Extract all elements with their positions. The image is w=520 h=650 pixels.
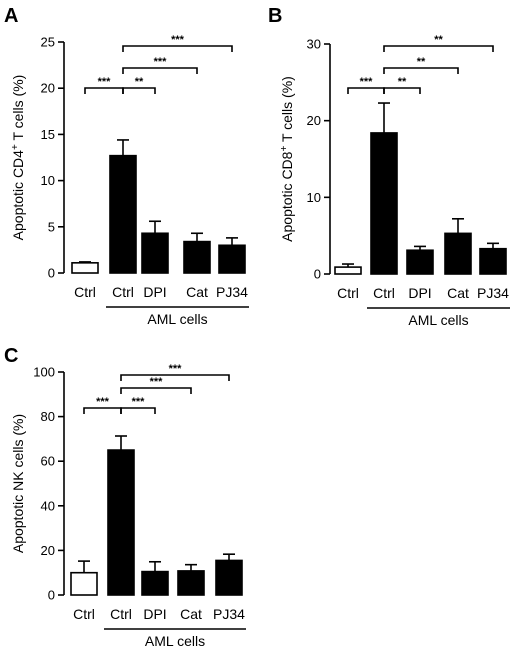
significance-label: *** xyxy=(171,34,185,46)
x-tick-label: Ctrl xyxy=(112,284,134,300)
y-axis-label: Apoptotic CD4+ T cells (%) xyxy=(10,75,27,241)
x-tick-label: PJ34 xyxy=(216,284,248,300)
significance-label: *** xyxy=(98,76,112,88)
bar xyxy=(479,247,507,275)
y-tick-label: 20 xyxy=(307,113,321,128)
significance-label: ** xyxy=(398,76,407,88)
x-tick-label: Cat xyxy=(180,606,202,622)
y-tick-label: 25 xyxy=(41,35,55,50)
bar xyxy=(370,132,398,275)
significance-label: *** xyxy=(150,376,164,388)
group-label: AML cells xyxy=(408,312,468,328)
bar xyxy=(141,232,169,274)
x-tick-label: Ctrl xyxy=(337,285,359,301)
x-tick-label: Cat xyxy=(186,284,208,300)
y-tick-label: 20 xyxy=(41,543,55,558)
y-tick-label: 10 xyxy=(41,173,55,188)
significance-label: *** xyxy=(169,363,183,375)
x-tick-label: PJ34 xyxy=(477,285,509,301)
significance-label: ** xyxy=(417,56,426,68)
y-tick-label: 15 xyxy=(41,127,55,142)
significance-label: *** xyxy=(96,396,110,408)
significance-bracket xyxy=(383,67,459,74)
x-tick-label: Cat xyxy=(447,285,469,301)
y-tick-label: 30 xyxy=(307,37,321,52)
group-label: AML cells xyxy=(145,633,205,649)
significance-bracket xyxy=(383,45,494,52)
panel-c: C 0 20 40 60 80 100 Apoptotic NK cells (%) Ctrl C… xyxy=(4,345,246,649)
significance-label: ** xyxy=(135,76,144,88)
panel-letter: C xyxy=(4,345,18,367)
bar xyxy=(107,449,135,596)
x-tick-label: DPI xyxy=(143,606,166,622)
panel-b: B 0 10 20 30 Apoptotic CD8+ T cells (%) Ctrl Ct… xyxy=(268,5,510,328)
bar xyxy=(334,266,362,275)
y-tick-label: 60 xyxy=(41,454,55,469)
y-tick-label: 40 xyxy=(41,498,55,513)
group-label: AML cells xyxy=(147,311,207,327)
y-tick-label: 0 xyxy=(314,267,321,282)
panel-letter: B xyxy=(268,5,282,27)
bar xyxy=(215,559,243,596)
y-axis-label: Apoptotic NK cells (%) xyxy=(10,414,26,553)
bar xyxy=(218,244,246,274)
y-tick-label: 5 xyxy=(48,219,55,234)
bar xyxy=(109,154,137,274)
significance-bracket xyxy=(120,387,192,394)
significance-bracket xyxy=(122,87,156,94)
y-axis-label: Apoptotic CD8+ T cells (%) xyxy=(279,76,296,242)
significance-bracket xyxy=(120,374,230,381)
significance-bracket xyxy=(83,407,122,414)
significance-bracket xyxy=(347,87,385,94)
bar xyxy=(444,232,472,275)
y-tick-label: 10 xyxy=(307,190,321,205)
x-tick-label: Ctrl xyxy=(373,285,395,301)
x-tick-label: PJ34 xyxy=(213,606,245,622)
significance-label: *** xyxy=(154,56,168,68)
bar xyxy=(406,249,434,275)
significance-label: *** xyxy=(360,76,374,88)
significance-label: *** xyxy=(132,396,146,408)
y-tick-label: 0 xyxy=(48,588,55,603)
significance-bracket xyxy=(383,87,421,94)
y-tick-label: 100 xyxy=(33,365,55,380)
bar xyxy=(141,570,169,596)
significance-bracket xyxy=(84,87,124,94)
x-tick-label: DPI xyxy=(408,285,431,301)
significance-bracket xyxy=(120,407,156,414)
x-tick-label: DPI xyxy=(143,284,166,300)
y-tick-label: 20 xyxy=(41,81,55,96)
panel-letter: A xyxy=(4,5,18,27)
bar xyxy=(71,262,99,274)
significance-bracket xyxy=(122,67,198,74)
y-tick-label: 0 xyxy=(48,266,55,281)
bar xyxy=(177,570,205,596)
panel-a: A 0 5 10 15 20 25 Apoptotic CD4+ T cells (%) Ctr… xyxy=(4,5,249,327)
x-tick-label: Ctrl xyxy=(74,284,96,300)
bar xyxy=(183,240,211,274)
x-tick-label: Ctrl xyxy=(73,606,95,622)
significance-bracket xyxy=(122,45,233,52)
significance-label: ** xyxy=(434,34,443,46)
y-tick-label: 80 xyxy=(41,409,55,424)
bar xyxy=(70,571,98,596)
x-tick-label: Ctrl xyxy=(110,606,132,622)
